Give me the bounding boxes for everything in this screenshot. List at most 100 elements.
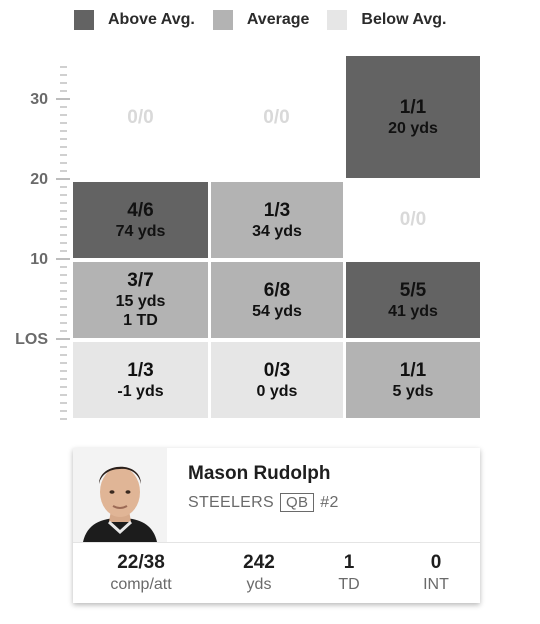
ruler-minor-tick <box>60 346 67 348</box>
legend-label-average: Average <box>246 11 310 28</box>
player-card[interactable]: Mason Rudolph STEELERS QB #2 22/38 comp/… <box>73 448 480 603</box>
stat-comp-att: 22/38 comp/att <box>93 552 189 596</box>
yard-ruler <box>56 66 76 422</box>
legend-swatch-above-avg <box>74 10 94 30</box>
zone-deep-middle[interactable]: 0/0 <box>210 57 343 179</box>
zone-yards: 5 yds <box>392 382 434 400</box>
legend-item-above-avg: Above Avg. <box>74 10 195 30</box>
zone-ratio: 6/8 <box>263 279 291 301</box>
ruler-label-10: 10 <box>30 251 48 268</box>
legend-item-below-avg: Below Avg. <box>327 10 446 30</box>
ruler-minor-tick <box>60 226 67 228</box>
ruler-minor-tick <box>60 362 67 364</box>
ruler-minor-tick <box>60 82 67 84</box>
ruler-minor-tick <box>60 218 67 220</box>
ruler-minor-tick <box>60 106 67 108</box>
zone-ratio: 5/5 <box>399 279 427 301</box>
zone-yards: 34 yds <box>252 222 302 240</box>
ruler-minor-tick <box>60 322 67 324</box>
zone-yards: 41 yds <box>388 302 438 320</box>
legend-item-average: Average <box>212 10 310 30</box>
zone-ratio: 3/7 <box>127 270 154 291</box>
zone-behind-left[interactable]: 1/3 -1 yds <box>73 342 208 418</box>
zone-ratio: 1/1 <box>399 96 427 118</box>
stat-value: 242 <box>243 552 275 573</box>
ruler-minor-tick <box>60 202 67 204</box>
zone-ratio: 0/0 <box>263 107 290 128</box>
zone-yards: 54 yds <box>252 302 302 320</box>
ruler-minor-tick <box>60 138 67 140</box>
zone-ratio: 1/3 <box>263 199 291 221</box>
zone-short-right[interactable]: 5/5 41 yds <box>346 262 480 338</box>
ruler-minor-tick <box>60 282 67 284</box>
player-headshot <box>73 448 167 542</box>
stat-label: comp/att <box>110 576 172 593</box>
ruler-minor-tick <box>60 122 67 124</box>
ruler-major-tick <box>56 98 70 100</box>
player-meta: STEELERS QB #2 <box>188 493 339 512</box>
stat-label: yds <box>246 576 272 593</box>
card-divider <box>73 542 480 543</box>
player-number: #2 <box>320 493 339 511</box>
ruler-minor-tick <box>60 378 67 380</box>
player-team[interactable]: STEELERS <box>188 493 274 511</box>
ruler-minor-tick <box>60 402 67 404</box>
player-position-badge: QB <box>280 493 315 512</box>
ruler-major-tick <box>56 258 70 260</box>
ruler-minor-tick <box>60 250 67 252</box>
zone-behind-middle[interactable]: 0/3 0 yds <box>211 342 343 418</box>
ruler-minor-tick <box>60 154 67 156</box>
zone-intermediate-left[interactable]: 4/6 74 yds <box>73 182 208 258</box>
ruler-minor-tick <box>60 298 67 300</box>
zone-yards: 20 yds <box>388 119 438 137</box>
stat-td: 1 TD <box>319 552 379 596</box>
stat-value: 0 <box>430 552 442 573</box>
ruler-label-30: 30 <box>30 91 48 108</box>
ruler-minor-tick <box>60 410 67 412</box>
zone-intermediate-right[interactable]: 0/0 <box>346 182 480 258</box>
player-name[interactable]: Mason Rudolph <box>188 463 331 484</box>
zone-deep-right[interactable]: 1/1 20 yds <box>346 56 480 178</box>
stat-value: 22/38 <box>117 552 165 573</box>
zone-ratio: 0/0 <box>399 209 427 230</box>
zone-ratio: 1/3 <box>127 359 154 381</box>
zone-intermediate-middle[interactable]: 1/3 34 yds <box>211 182 343 258</box>
zone-yards: 0 yds <box>256 382 298 400</box>
stat-value: 1 <box>343 552 355 573</box>
legend-swatch-average <box>212 10 233 30</box>
zone-ratio: 1/1 <box>399 359 427 381</box>
zone-short-left[interactable]: 3/7 15 yds 1 TD <box>73 262 208 338</box>
zone-yards: 15 yds <box>115 293 166 310</box>
zone-deep-left[interactable]: 0/0 <box>73 57 208 179</box>
ruler-major-tick <box>56 338 70 340</box>
ruler-major-tick <box>56 178 70 180</box>
zone-yards: -1 yds <box>117 382 164 400</box>
ruler-minor-tick <box>60 330 67 332</box>
legend-swatch-below-avg <box>327 10 348 30</box>
ruler-label-20: 20 <box>30 171 48 188</box>
legend-label-below-avg: Below Avg. <box>361 11 447 28</box>
legend-label-above-avg: Above Avg. <box>108 11 195 28</box>
zone-short-middle[interactable]: 6/8 54 yds <box>211 262 343 338</box>
legend: Above Avg. Average Below Avg. <box>74 10 464 30</box>
ruler-minor-tick <box>60 370 67 372</box>
zone-ratio: 4/6 <box>127 199 154 221</box>
zone-yards: 74 yds <box>115 222 166 240</box>
zone-touchdowns: 1 TD <box>123 312 158 329</box>
stat-label: INT <box>423 576 449 593</box>
ruler-minor-tick <box>60 130 67 132</box>
ruler-minor-tick <box>60 186 67 188</box>
stat-label: TD <box>338 576 360 593</box>
ruler-minor-tick <box>60 274 67 276</box>
ruler-minor-tick <box>60 314 67 316</box>
zone-ratio: 0/3 <box>263 359 291 381</box>
ruler-minor-tick <box>60 266 67 268</box>
ruler-minor-tick <box>60 234 67 236</box>
zone-behind-right[interactable]: 1/1 5 yds <box>346 342 480 418</box>
ruler-minor-tick <box>60 170 67 172</box>
ruler-minor-tick <box>60 386 67 388</box>
ruler-minor-tick <box>60 242 67 244</box>
ruler-minor-tick <box>60 290 67 292</box>
ruler-minor-tick <box>60 194 67 196</box>
stat-yds: 242 yds <box>219 552 299 596</box>
